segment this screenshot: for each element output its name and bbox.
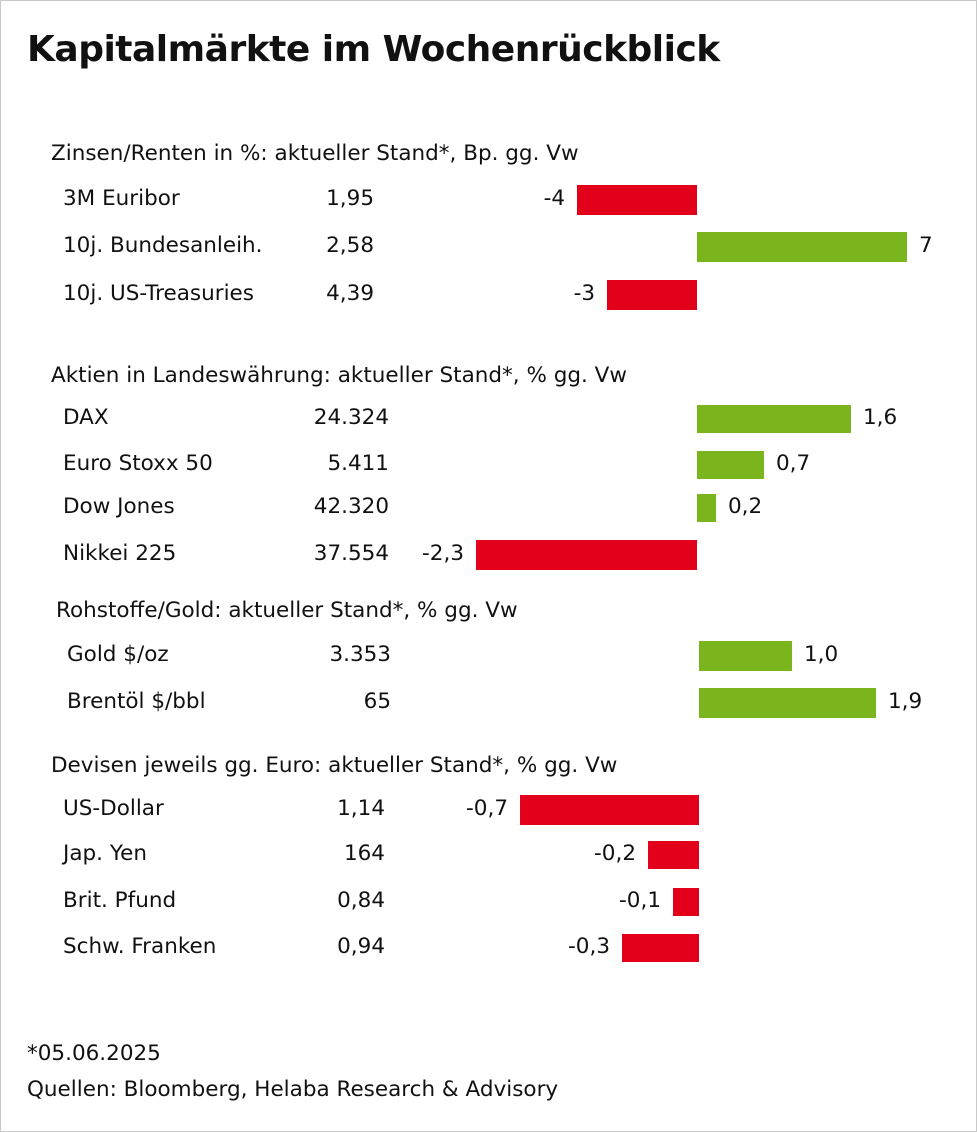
bar-value-label: -3 [573,281,595,306]
footnote: *05.06.2025 [27,1041,161,1066]
bar-negative [607,280,697,310]
bar-negative [622,934,699,962]
row-label: Nikkei 225 [63,541,177,566]
row-label: Brentöl $/bbl [67,689,206,714]
bar-value-label: 7 [919,233,933,258]
bar-value-label: 0,7 [776,451,811,476]
bar-value-label: -0,2 [594,841,636,866]
row-label: 10j. US-Treasuries [63,281,254,306]
row-label: 10j. Bundesanleih. [63,233,263,258]
page-title: Kapitalmärkte im Wochenrückblick [27,29,720,70]
row-value: 24.324 [313,405,389,430]
bar-value-label: -0,3 [568,934,610,959]
row-label: DAX [63,405,109,430]
row-value: 3.353 [329,642,391,667]
row-label: Euro Stoxx 50 [63,451,213,476]
bar-value-label: -2,3 [422,541,464,566]
section-title: Aktien in Landeswährung: aktueller Stand… [51,363,627,388]
bar-value-label: 1,0 [804,642,839,667]
row-label: Jap. Yen [63,841,147,866]
bar-negative [520,795,699,825]
row-value: 42.320 [313,494,389,519]
row-value: 0,94 [337,934,385,959]
row-value: 65 [363,689,391,714]
row-value: 2,58 [326,233,374,258]
row-label: Gold $/oz [67,642,169,667]
section-title: Rohstoffe/Gold: aktueller Stand*, % gg. … [56,598,518,623]
bar-positive [699,641,792,671]
row-value: 4,39 [326,281,374,306]
bar-value-label: 0,2 [728,494,763,519]
bar-value-label: -0,7 [466,796,508,821]
bar-positive [697,494,716,522]
bar-positive [699,688,876,718]
section-title: Devisen jeweils gg. Euro: aktueller Stan… [51,753,618,778]
row-label: 3M Euribor [63,186,180,211]
row-value: 0,84 [337,888,385,913]
section-title: Zinsen/Renten in %: aktueller Stand*, Bp… [51,141,579,166]
row-value: 37.554 [313,541,389,566]
row-label: US-Dollar [63,796,164,821]
bar-positive [697,451,764,479]
bar-positive [697,232,907,262]
bar-negative [476,540,697,570]
row-value: 1,14 [337,796,385,821]
bar-value-label: -0,1 [619,888,661,913]
row-value: 5.411 [327,451,389,476]
bar-value-label: 1,9 [888,689,923,714]
row-label: Brit. Pfund [63,888,177,913]
bar-negative [577,185,697,215]
bar-negative [648,841,699,869]
row-label: Schw. Franken [63,934,217,959]
row-label: Dow Jones [63,494,175,519]
bar-value-label: 1,6 [863,405,898,430]
row-value: 164 [343,841,385,866]
bar-negative [673,888,699,916]
bar-positive [697,405,851,433]
source-note: Quellen: Bloomberg, Helaba Research & Ad… [27,1077,559,1102]
bar-value-label: -4 [543,186,565,211]
row-value: 1,95 [326,186,374,211]
